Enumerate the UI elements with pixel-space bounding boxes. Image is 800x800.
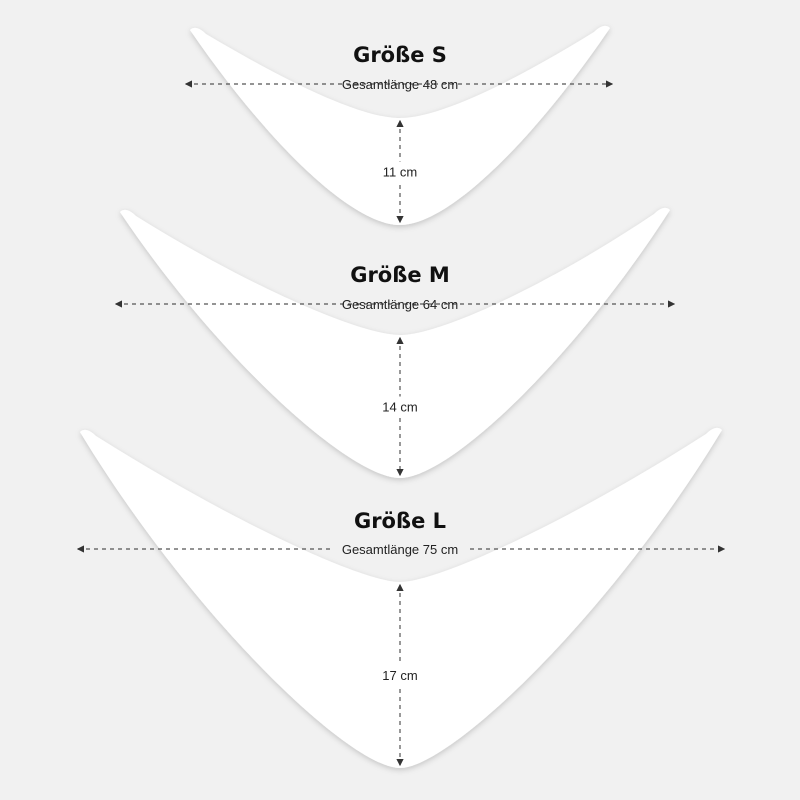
length-label-bg: [332, 540, 468, 558]
height-label: 11 cm: [383, 165, 417, 180]
height-label: 17 cm: [382, 668, 417, 683]
length-label: Gesamtlänge 48 cm: [342, 77, 458, 92]
length-label: Gesamtlänge 64 cm: [342, 297, 458, 312]
size-title: Größe L: [354, 509, 446, 533]
height-label-bg: [374, 161, 426, 182]
bandana-size-m: Größe M Gesamtlänge 64 cm 14 cm: [114, 207, 676, 479]
bandana-size-s: Größe S Gesamtlänge 48 cm 11 cm: [184, 25, 614, 226]
length-label: Gesamtlänge 75 cm: [342, 542, 458, 557]
bandana-shape: [80, 427, 722, 768]
height-label-bg: [374, 396, 426, 417]
size-title: Größe S: [353, 43, 447, 67]
bandana-size-l: Größe L Gesamtlänge 75 cm 17 cm: [76, 427, 726, 768]
height-label-bg: [374, 665, 426, 685]
size-title: Größe M: [350, 263, 450, 287]
height-label: 14 cm: [382, 400, 417, 415]
bandana-shape: [120, 207, 670, 479]
